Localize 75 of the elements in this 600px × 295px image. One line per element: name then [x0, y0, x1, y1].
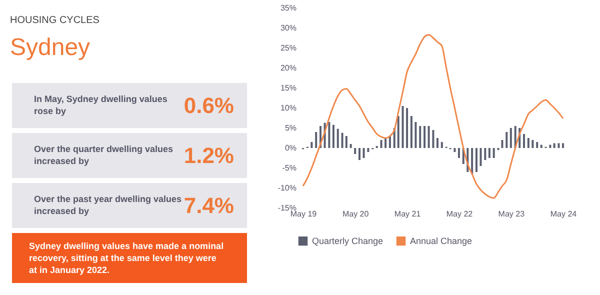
bar [471, 148, 474, 174]
bar [362, 148, 365, 158]
y-tick-label: -5% [282, 164, 296, 172]
bar [332, 124, 334, 148]
bar [562, 143, 564, 148]
text: Sydney [10, 34, 90, 61]
x-tick-label: May 22 [446, 210, 474, 218]
line-series [302, 34, 564, 199]
text: HOUSING CYCLES [10, 15, 100, 26]
bar [350, 144, 352, 148]
y-tick-label: -15% [278, 204, 296, 212]
bar [553, 143, 556, 148]
bar [397, 116, 400, 148]
bar [532, 140, 534, 148]
bar [432, 130, 434, 148]
y-tick-label: -10% [278, 184, 296, 192]
bar [492, 148, 495, 158]
bar [410, 116, 412, 148]
bar [328, 122, 330, 148]
y-tick-label: 35% [280, 4, 296, 12]
bar [388, 136, 391, 148]
text: 0.6% [184, 93, 234, 118]
text: Over the past year dwelling values increased by [34, 194, 182, 216]
bar [358, 148, 360, 160]
legend-label: Quarterly Change [312, 236, 384, 246]
bar [384, 138, 387, 148]
bar [310, 142, 313, 148]
bar [558, 143, 560, 148]
y-tick-label: 5% [284, 124, 296, 132]
text: Sydney dwelling values have made a nominal recovery, sitting at the same level they were at in January 2022. [29, 241, 224, 275]
bar [523, 134, 526, 148]
text: Over the quarter dwelling values increased by [34, 144, 174, 166]
bar [480, 148, 482, 166]
x-tick-label: May 19 [290, 210, 318, 218]
bar [315, 132, 318, 148]
bar [488, 148, 490, 158]
text: 7.4% [184, 193, 234, 218]
bar [454, 148, 456, 152]
bar [540, 144, 542, 148]
y-tick-label: 10% [280, 104, 296, 112]
bar [536, 142, 538, 148]
bar [501, 140, 504, 148]
bar [506, 132, 508, 148]
bar [336, 128, 339, 148]
bar [549, 144, 552, 148]
bar [440, 142, 443, 148]
y-tick-label: 20% [280, 64, 296, 72]
bar [354, 148, 356, 154]
y-tick-label: 25% [280, 44, 296, 52]
bar [484, 148, 486, 160]
y-tick-label: 0% [284, 144, 296, 152]
x-tick-label: May 20 [342, 210, 370, 218]
bar [424, 126, 426, 148]
bar [345, 136, 348, 148]
x-tick-label: May 21 [394, 210, 422, 218]
bar [406, 108, 408, 148]
bar [510, 128, 512, 148]
bar [428, 126, 430, 148]
bar [402, 106, 404, 148]
bar [527, 138, 530, 148]
bar [414, 122, 417, 148]
bar [419, 126, 422, 148]
bar [436, 138, 438, 148]
legend-label: Annual Change [410, 236, 472, 246]
y-tick-label: 15% [280, 84, 296, 92]
bar [458, 148, 460, 158]
bar [380, 140, 382, 148]
text: In May, Sydney dwelling values rose by [34, 94, 168, 116]
bar [367, 148, 370, 152]
bar [341, 132, 344, 148]
y-tick-label: 30% [280, 24, 296, 32]
text: 1.2% [184, 143, 234, 168]
x-tick-label: May 24 [550, 210, 578, 218]
bar [475, 148, 478, 172]
x-tick-label: May 23 [498, 210, 526, 218]
